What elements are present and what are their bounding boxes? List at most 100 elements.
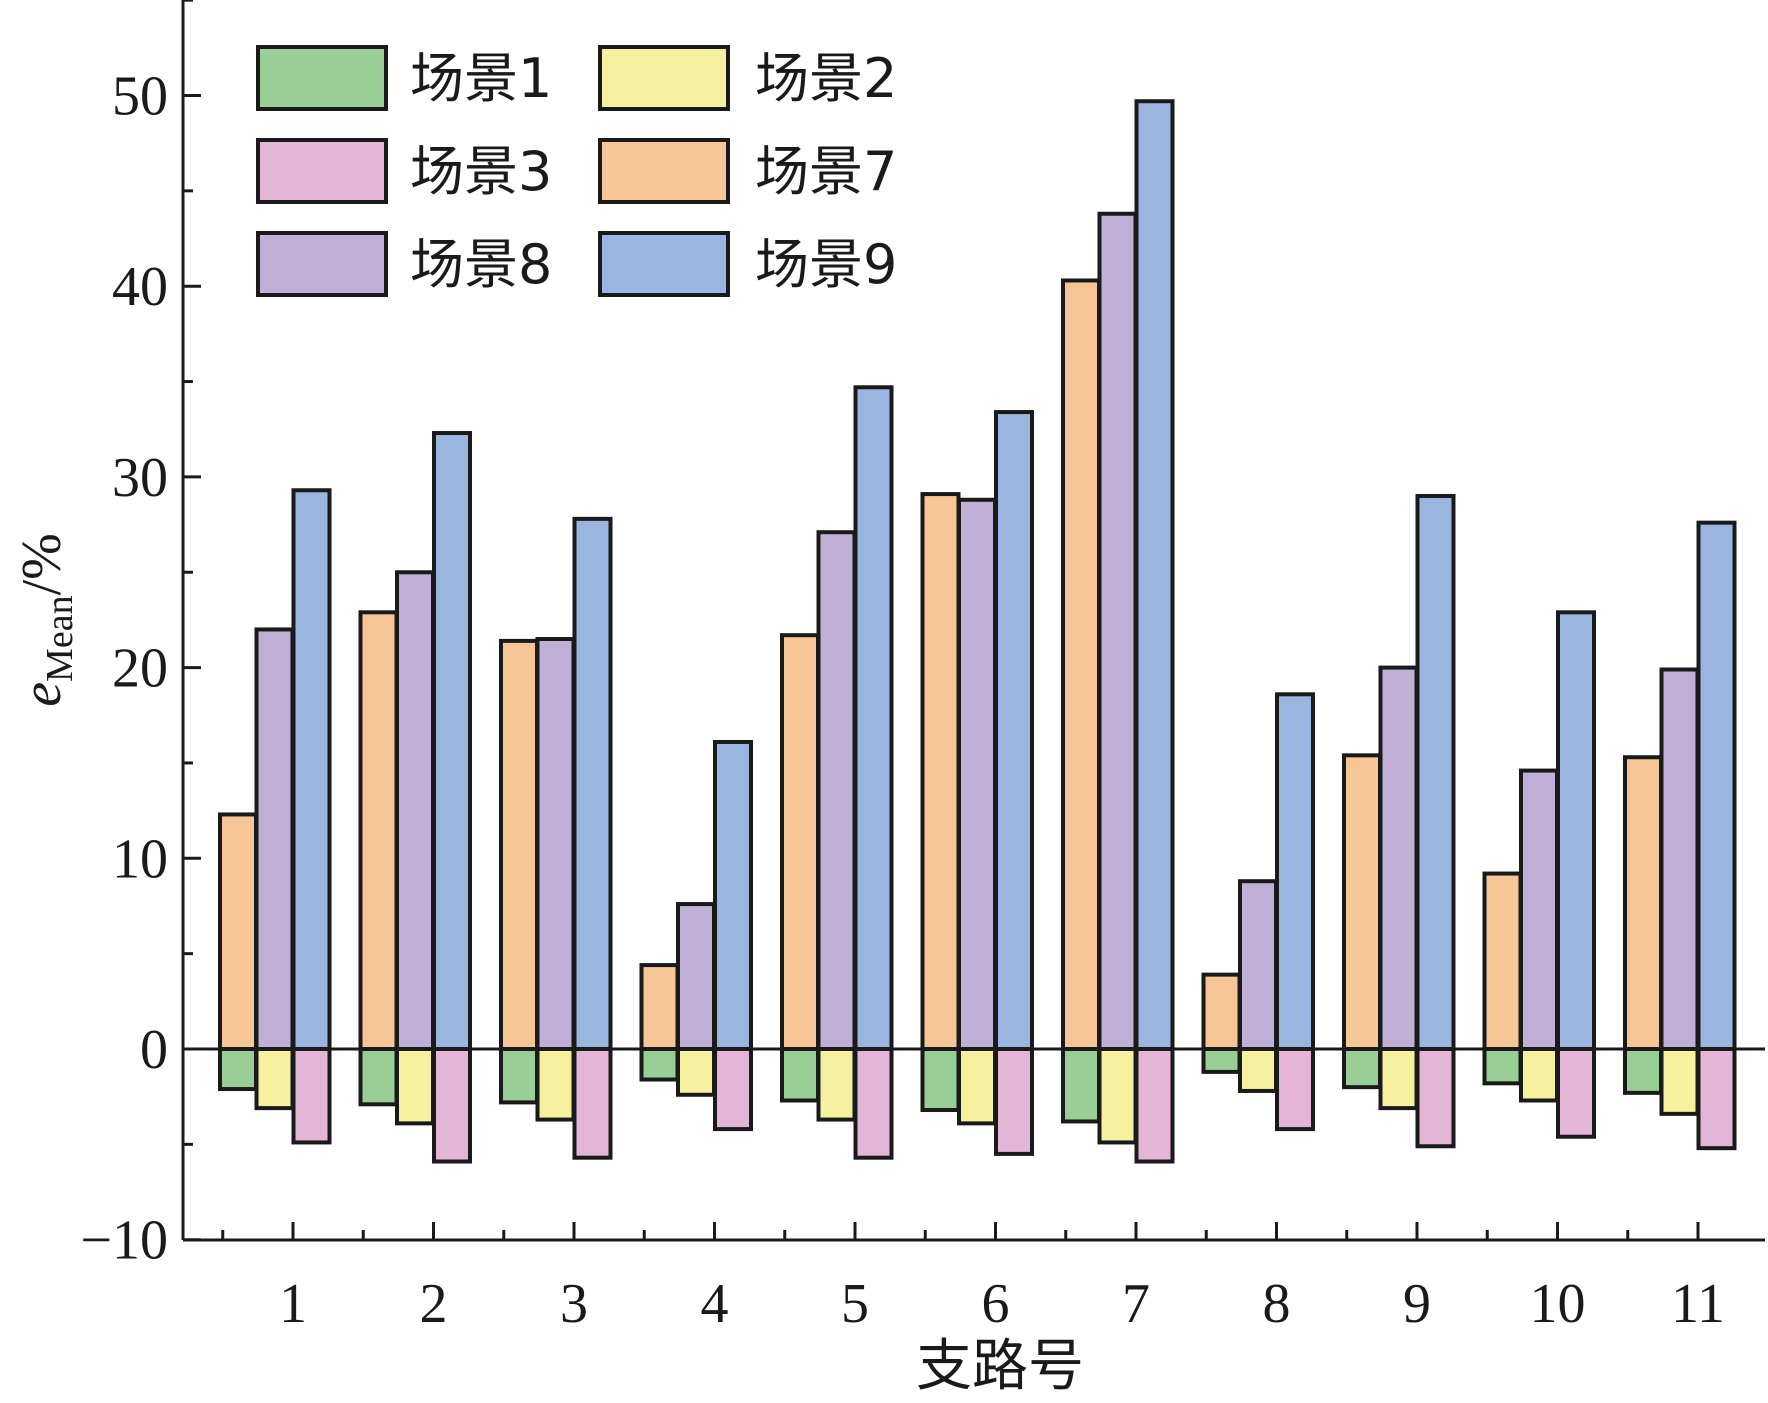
bar-场景8-2 <box>395 570 435 1051</box>
bar-场景3-1 <box>291 1047 332 1145</box>
y-tick-label: 30 <box>112 447 168 509</box>
bar-场景3-11 <box>1696 1047 1737 1151</box>
bar-场景8-9 <box>1378 665 1419 1051</box>
bar-场景3-8 <box>1275 1047 1315 1132</box>
bar-场景3-4 <box>713 1047 753 1132</box>
bar-场景7-2 <box>358 610 399 1051</box>
bar-场景8-4 <box>676 902 716 1051</box>
bars-layer <box>218 99 1737 1164</box>
legend-swatch <box>598 45 730 111</box>
y-tick-label: 40 <box>112 256 168 318</box>
legend-label: 场景8 <box>410 233 552 296</box>
bar-场景8-5 <box>816 530 857 1051</box>
bar-场景2-3 <box>535 1047 576 1122</box>
legend-swatch <box>256 231 388 297</box>
y-tick-label: 10 <box>112 828 168 890</box>
axes-layer: −10 0 10 20 30 40 50 1 2 3 4 5 6 7 8 9 10 11 支路号 eMean/% <box>11 0 1765 1399</box>
bar-场景9-10 <box>1556 610 1596 1051</box>
bar-场景3-5 <box>853 1047 894 1160</box>
bar-场景7-9 <box>1342 753 1382 1052</box>
x-tick-label: 11 <box>1671 1273 1725 1335</box>
legend-label: 场景9 <box>755 233 897 296</box>
legend-swatch <box>256 45 388 111</box>
legend-label: 场景1 <box>410 47 552 110</box>
bar-场景2-2 <box>395 1047 435 1126</box>
bar-场景8-11 <box>1659 667 1700 1052</box>
x-tick-label: 6 <box>982 1273 1010 1335</box>
bar-场景9-8 <box>1275 692 1315 1051</box>
bar-场景2-8 <box>1238 1047 1278 1093</box>
bar-场景2-9 <box>1378 1047 1419 1111</box>
bar-场景8-6 <box>957 497 997 1051</box>
legend-label: 场景3 <box>410 140 552 203</box>
bar-场景8-8 <box>1238 879 1278 1052</box>
bar-场景1-2 <box>358 1047 399 1107</box>
bar-场景1-8 <box>1201 1047 1242 1074</box>
bar-场景7-8 <box>1201 972 1242 1052</box>
legend-label: 场景7 <box>755 140 897 203</box>
bar-场景2-7 <box>1097 1047 1138 1145</box>
bar-场景2-10 <box>1519 1047 1559 1103</box>
bar-场景1-9 <box>1342 1047 1382 1090</box>
bar-场景7-11 <box>1623 755 1663 1051</box>
y-tick-label: 20 <box>112 638 168 700</box>
bar-场景2-5 <box>816 1047 857 1122</box>
bar-场景1-11 <box>1623 1047 1663 1095</box>
x-tick-label: 1 <box>279 1273 307 1335</box>
x-tick-label: 4 <box>701 1273 729 1335</box>
bar-场景1-6 <box>920 1047 961 1113</box>
bar-场景9-1 <box>291 488 332 1051</box>
bar-场景9-2 <box>432 431 472 1051</box>
bar-场景9-6 <box>994 410 1034 1051</box>
bar-场景7-4 <box>639 963 680 1051</box>
bar-场景7-1 <box>218 812 258 1052</box>
bar-场景1-3 <box>499 1047 539 1105</box>
bar-场景9-11 <box>1696 520 1737 1051</box>
bar-场景1-1 <box>218 1047 258 1092</box>
bar-场景1-4 <box>639 1047 680 1082</box>
bar-场景7-6 <box>920 492 961 1051</box>
bar-场景3-9 <box>1415 1047 1456 1149</box>
x-tick-label: 10 <box>1530 1273 1586 1335</box>
bar-场景3-7 <box>1134 1047 1175 1164</box>
bar-场景9-5 <box>853 385 894 1051</box>
bar-场景2-4 <box>676 1047 716 1097</box>
legend-swatch <box>598 138 730 204</box>
x-tick-label: 5 <box>841 1273 869 1335</box>
bar-场景8-1 <box>254 627 295 1052</box>
bar-场景7-7 <box>1061 278 1101 1051</box>
x-tick-label: 7 <box>1122 1273 1150 1335</box>
bar-场景3-2 <box>432 1047 472 1164</box>
y-axis-title: eMean/% <box>11 533 81 707</box>
bar-场景7-5 <box>780 633 820 1052</box>
bar-场景1-10 <box>1482 1047 1523 1086</box>
bar-场景3-6 <box>994 1047 1034 1156</box>
y-tick-label: 50 <box>112 66 168 128</box>
bar-场景3-10 <box>1556 1047 1596 1139</box>
legend-swatch <box>598 231 730 297</box>
bar-场景9-4 <box>713 739 753 1052</box>
bar-场景1-7 <box>1061 1047 1101 1124</box>
bar-场景7-3 <box>499 638 539 1051</box>
legend-swatch <box>256 138 388 204</box>
x-tick-label: 3 <box>560 1273 588 1335</box>
bar-场景1-5 <box>780 1047 820 1103</box>
bar-场景8-3 <box>535 636 576 1051</box>
bar-场景9-9 <box>1415 493 1456 1052</box>
bar-场景8-10 <box>1519 768 1559 1051</box>
bar-场景2-6 <box>957 1047 997 1126</box>
y-tick-label: 0 <box>140 1019 168 1081</box>
x-tick-label: 9 <box>1403 1273 1431 1335</box>
bar-场景8-7 <box>1097 211 1138 1051</box>
bar-场景3-3 <box>572 1047 613 1160</box>
bar-场景2-1 <box>254 1047 295 1111</box>
x-tick-label: 8 <box>1263 1273 1291 1335</box>
bar-场景2-11 <box>1659 1047 1700 1116</box>
bar-场景9-3 <box>572 516 613 1051</box>
bar-场景9-7 <box>1134 99 1175 1051</box>
y-tick-label: −10 <box>80 1210 168 1272</box>
x-axis-title: 支路号 <box>916 1334 1084 1399</box>
x-tick-label: 2 <box>420 1273 448 1335</box>
